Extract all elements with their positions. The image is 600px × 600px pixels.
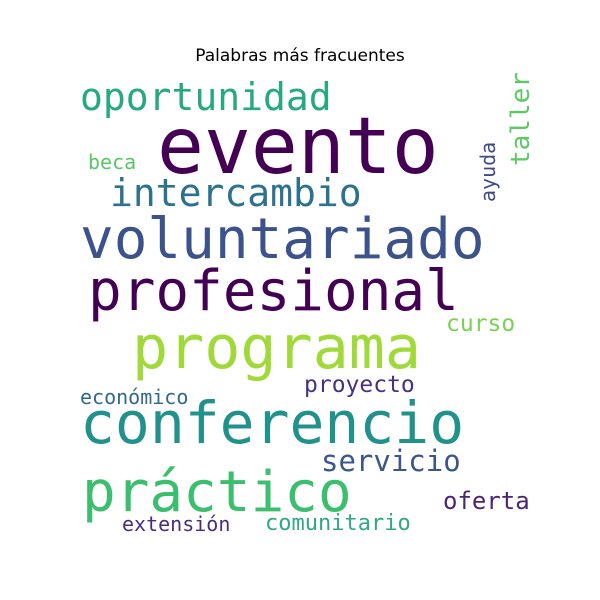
- word-oportunidad: oportunidad: [80, 75, 332, 119]
- word-evento: evento: [157, 102, 439, 192]
- word-oferta: oferta: [443, 487, 530, 515]
- word-cloud: evento voluntariado profesional programa…: [80, 72, 540, 544]
- word-ayuda: ayuda: [476, 141, 500, 202]
- word-extension: extensión: [122, 512, 231, 536]
- word-curso: curso: [446, 311, 516, 337]
- word-comunitario: comunitario: [265, 511, 411, 536]
- word-practico: práctico: [82, 460, 352, 525]
- chart-title: Palabras más fracuentes: [195, 46, 405, 66]
- word-proyecto: proyecto: [304, 372, 415, 398]
- word-intercambio: intercambio: [110, 171, 362, 215]
- word-voluntariado: voluntariado: [80, 207, 485, 272]
- word-economico: económico: [80, 385, 189, 409]
- word-taller: taller: [506, 72, 536, 166]
- word-profesional: profesional: [88, 259, 459, 324]
- word-programa: programa: [132, 313, 421, 383]
- word-servicio: servicio: [321, 444, 461, 478]
- word-conferencio: conferencio: [80, 389, 465, 457]
- word-beca: beca: [88, 150, 137, 174]
